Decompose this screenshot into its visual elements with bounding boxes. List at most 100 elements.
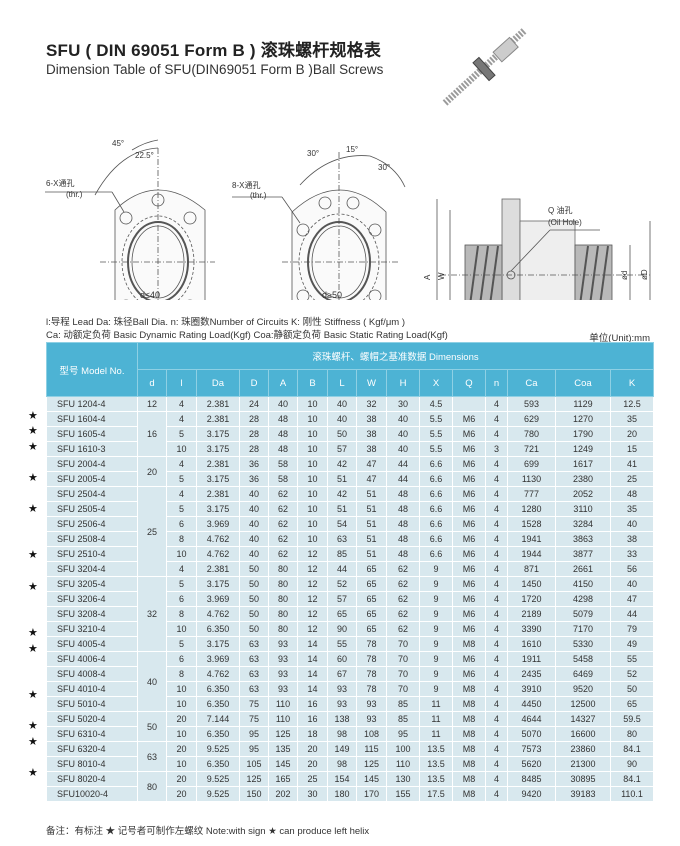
cell-d: 63 xyxy=(239,681,269,697)
cell-da: 3.175 xyxy=(196,441,240,457)
cell-k: 52 xyxy=(610,666,654,682)
cell-a: 58 xyxy=(268,456,298,472)
cell-h: 70 xyxy=(386,651,420,667)
table-row: SFU 4006-4 40 6 3.969 63 93 14 60 78 70 9 M6 4 1911 54… xyxy=(46,651,654,712)
cell-d: 63 xyxy=(239,636,269,652)
cell-k: 35 xyxy=(610,411,654,427)
cell-d: 150 xyxy=(239,786,269,802)
star-icon: ★ xyxy=(28,409,38,422)
cell-b: 12 xyxy=(297,591,328,607)
cell-k: 65 xyxy=(610,696,654,712)
cell-model: SFU 2508-4 xyxy=(46,531,138,547)
column-header-coa: Coa xyxy=(555,369,611,397)
cell-x: 6.6 xyxy=(419,516,453,532)
cell-model: SFU 2510-4 xyxy=(46,546,138,562)
cell-x: 6.6 xyxy=(419,471,453,487)
cell-h: 44 xyxy=(386,456,420,472)
cell-w: 32 xyxy=(356,396,387,412)
cell-l: 20 xyxy=(166,711,197,727)
cell-q: M8 xyxy=(452,681,486,697)
star-placeholder xyxy=(28,517,42,533)
label-thr: (thr.) xyxy=(250,191,267,200)
table-row: SFU 2505-4 5 3.175 40 62 10 51 51 48 6.6 M6 4 1280 31… xyxy=(46,501,654,517)
cell-n: 4 xyxy=(485,516,508,532)
cell-l: 180 xyxy=(327,786,357,802)
cell-d: 50 xyxy=(239,606,269,622)
star-placeholder xyxy=(28,657,42,673)
cell-coa: 4150 xyxy=(555,576,611,592)
header-model-no: 型号 Model No. xyxy=(46,342,138,397)
cell-l: 55 xyxy=(327,636,357,652)
cell-coa: 39183 xyxy=(555,786,611,802)
cell-model: SFU 3205-4 xyxy=(46,576,138,592)
cell-a: 80 xyxy=(268,561,298,577)
star-placeholder xyxy=(28,797,42,813)
cell-w: 78 xyxy=(356,651,387,667)
table-row: SFU 5010-4 10 6.350 75 110 16 93 93 85 11 M8 4 4450 1… xyxy=(46,696,654,712)
cell-a: 80 xyxy=(268,576,298,592)
star-icon: ★ xyxy=(28,627,38,640)
cell-l: 60 xyxy=(327,651,357,667)
table-row: SFU 4010-4 10 6.350 63 93 14 93 78 70 9 M8 4 3910 952… xyxy=(46,681,654,697)
cell-k: 44 xyxy=(610,606,654,622)
cell-w: 65 xyxy=(356,576,387,592)
cell-da: 3.175 xyxy=(196,471,240,487)
cell-d: 16 xyxy=(137,411,167,457)
cell-da: 6.350 xyxy=(196,681,240,697)
cell-d: 80 xyxy=(137,771,167,802)
cell-d: 40 xyxy=(239,546,269,562)
star-placeholder xyxy=(28,704,42,720)
cell-x: 9 xyxy=(419,591,453,607)
cell-q: M8 xyxy=(452,741,486,757)
cell-l: 8 xyxy=(166,606,197,622)
cell-da: 3.175 xyxy=(196,636,240,652)
cell-a: 145 xyxy=(268,756,298,772)
cell-k: 55 xyxy=(610,651,654,667)
cell-a: 80 xyxy=(268,621,298,637)
cell-q: M6 xyxy=(452,426,486,442)
table-row: SFU 2005-4 5 3.175 36 58 10 51 47 44 6.6 M6 4 1130 23… xyxy=(46,471,654,487)
cell-model: SFU 4010-4 xyxy=(46,681,138,697)
cell-n: 4 xyxy=(485,636,508,652)
cell-w: 51 xyxy=(356,516,387,532)
cell-w: 51 xyxy=(356,501,387,517)
column-header-b: B xyxy=(297,369,328,397)
cell-a: 125 xyxy=(268,726,298,742)
flange-drawing-6-hole xyxy=(45,139,215,300)
cell-x: 6.6 xyxy=(419,531,453,547)
cell-n: 4 xyxy=(485,531,508,547)
cell-k: 50 xyxy=(610,681,654,697)
cell-l: 10 xyxy=(166,726,197,742)
cell-h: 40 xyxy=(386,426,420,442)
cell-ca: 721 xyxy=(507,441,556,457)
cell-d: 50 xyxy=(239,576,269,592)
column-header-d: d xyxy=(137,369,167,397)
cell-a: 93 xyxy=(268,666,298,682)
cell-ca: 593 xyxy=(507,396,556,412)
cell-d: 75 xyxy=(239,711,269,727)
cell-n: 4 xyxy=(485,756,508,772)
cell-d: 28 xyxy=(239,411,269,427)
cell-coa: 3863 xyxy=(555,531,611,547)
cell-w: 65 xyxy=(356,561,387,577)
cell-w: 65 xyxy=(356,606,387,622)
column-header-a: A xyxy=(268,369,298,397)
cell-h: 70 xyxy=(386,681,420,697)
table-row: SFU 3208-4 8 4.762 50 80 12 65 65 62 9 M6 4 2189 5079… xyxy=(46,606,654,622)
cell-q: M8 xyxy=(452,786,486,802)
cell-k: 79 xyxy=(610,621,654,637)
cell-d: 75 xyxy=(239,696,269,712)
cell-l: 138 xyxy=(327,711,357,727)
cell-ca: 7573 xyxy=(507,741,556,757)
cell-d: 50 xyxy=(239,591,269,607)
cell-k: 48 xyxy=(610,486,654,502)
star-placeholder xyxy=(28,564,42,580)
cell-k: 38 xyxy=(610,531,654,547)
cell-n: 4 xyxy=(485,606,508,622)
cell-q xyxy=(452,396,486,412)
column-header-w: W xyxy=(356,369,387,397)
cell-l: 5 xyxy=(166,501,197,517)
cell-a: 93 xyxy=(268,651,298,667)
cell-d: 63 xyxy=(239,666,269,682)
cell-b: 18 xyxy=(297,726,328,742)
